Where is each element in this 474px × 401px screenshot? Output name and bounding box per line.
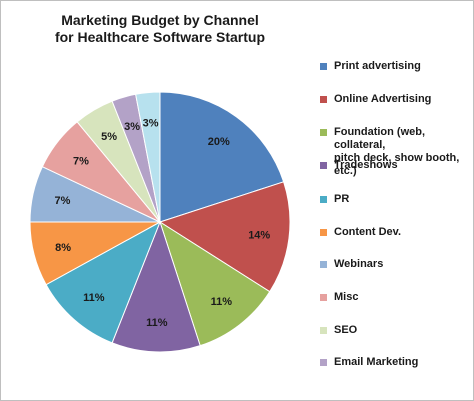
- legend-swatch: [320, 229, 327, 236]
- legend-label: Print advertising: [334, 60, 421, 72]
- pie-data-label: 11%: [146, 317, 168, 329]
- pie-slice: [135, 91, 161, 223]
- pie-data-label: 5%: [101, 131, 117, 143]
- pie-data-label: 7%: [73, 156, 89, 168]
- pie-data-labels: 20% 14% 11% 11% 11% 8% 7% 7% 5% 3% 3%: [54, 117, 270, 329]
- pie-slice: [158, 181, 291, 293]
- pie-slices: [29, 91, 291, 353]
- legend-label: PR: [334, 193, 350, 205]
- legend-label: Webinars: [334, 258, 384, 270]
- pie-data-label: 11%: [83, 292, 105, 304]
- pie-slice: [159, 91, 285, 223]
- pie-slice: [111, 220, 201, 353]
- pie-data-label: 7%: [54, 195, 70, 207]
- pie-data-label: 11%: [211, 296, 233, 308]
- pie-slice: [45, 220, 161, 344]
- legend-swatch: [320, 261, 327, 268]
- pie-data-label: 3%: [124, 121, 140, 133]
- legend-swatch: [320, 129, 327, 136]
- legend-swatch: [320, 96, 327, 103]
- legend-label: Online Advertising: [334, 93, 432, 105]
- legend-swatch: [320, 196, 327, 203]
- pie-data-label: 8%: [55, 242, 71, 254]
- chart-title-line-1: Marketing Budget by Channel: [61, 12, 259, 28]
- pie-data-label: 3%: [143, 117, 159, 129]
- legend-swatch: [320, 63, 327, 70]
- legend-swatch: [320, 359, 327, 366]
- legend-label: Email Marketing: [334, 356, 419, 368]
- legend-label: Content Dev.: [334, 226, 402, 238]
- pie-slice: [159, 220, 271, 347]
- legend-label: Misc: [334, 291, 359, 303]
- legend-swatch: [320, 327, 327, 334]
- legend-swatch: [320, 294, 327, 301]
- legend-label: Tradeshows: [334, 159, 398, 171]
- legend-label: Foundation (web, collateral, pitch deck,…: [334, 126, 460, 177]
- legend-label: SEO: [334, 324, 358, 336]
- pie-data-label: 20%: [208, 136, 230, 148]
- legend-swatch: [320, 162, 327, 169]
- chart-title-line-2: for Healthcare Software Startup: [54, 29, 266, 45]
- pie-data-label: 14%: [248, 230, 270, 242]
